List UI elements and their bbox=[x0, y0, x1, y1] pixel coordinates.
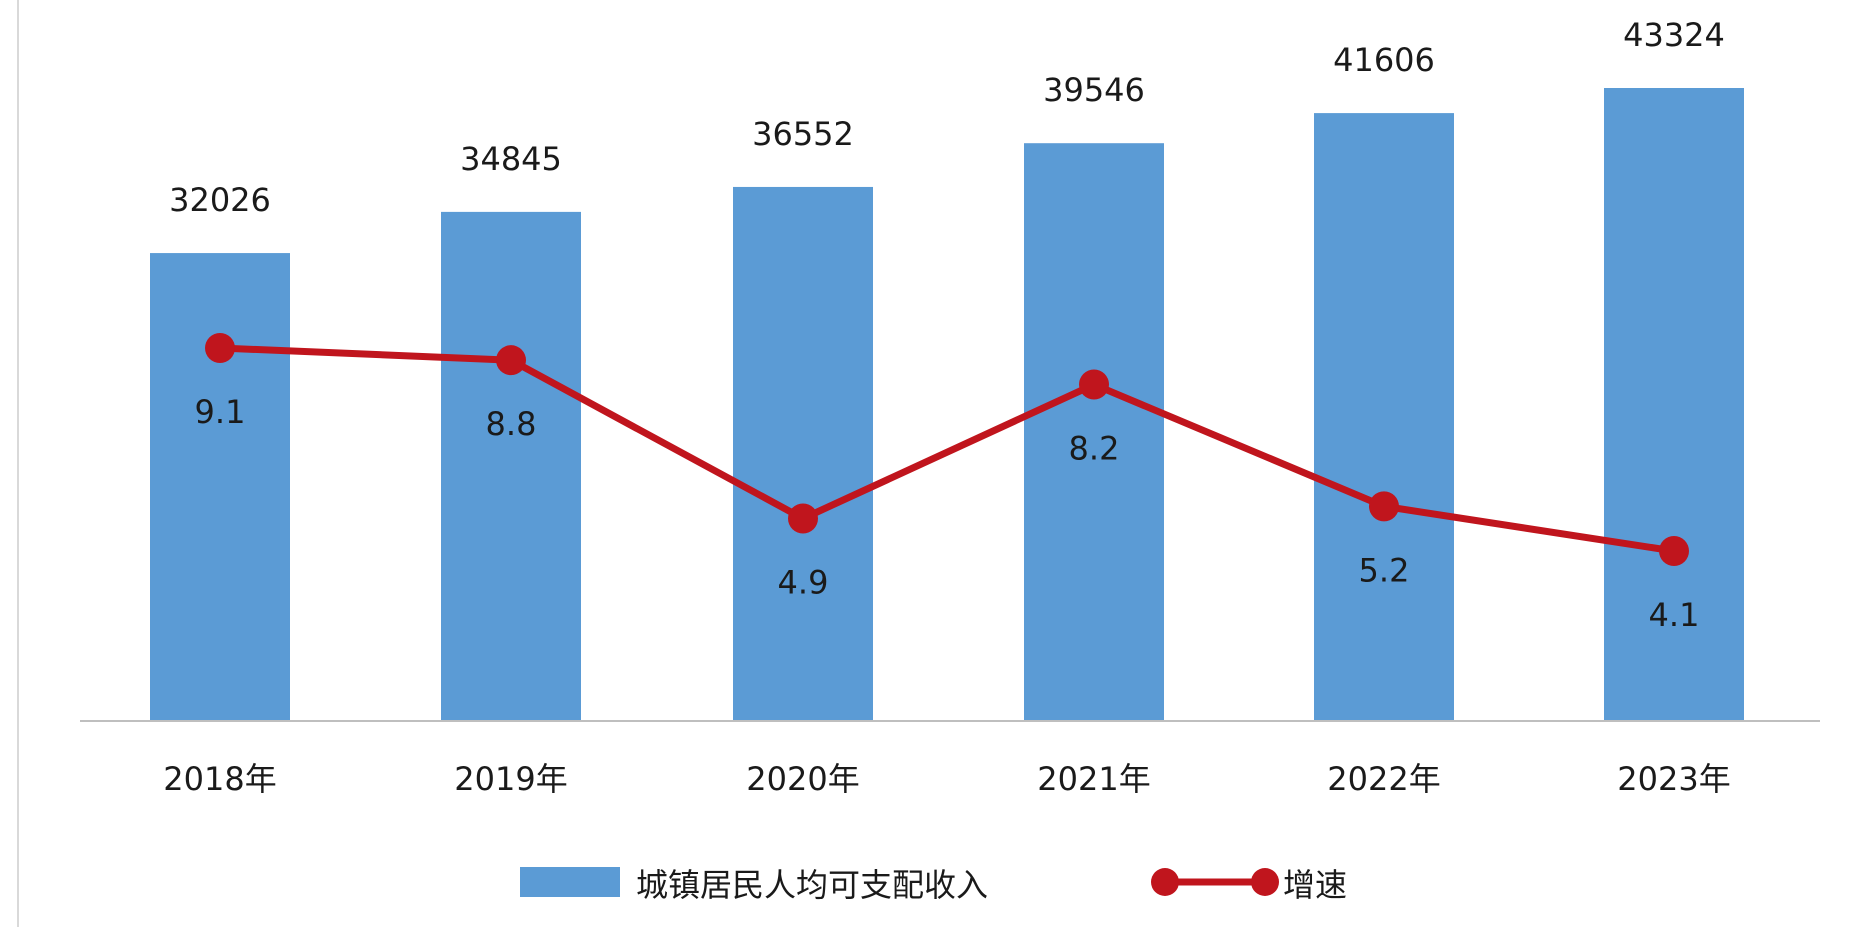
legend-marker-growth-left bbox=[1151, 868, 1179, 896]
income-bar-value-label: 39546 bbox=[1043, 71, 1145, 109]
legend-label-income: 城镇居民人均可支配收入 bbox=[636, 866, 988, 904]
x-axis-tick-label: 2022年 bbox=[1327, 760, 1440, 798]
growth-rate-point-2018年 bbox=[205, 333, 235, 363]
growth-rate-line bbox=[216, 344, 1678, 555]
income-bar-value-label: 32026 bbox=[169, 181, 271, 219]
x-axis-tick-label: 2018年 bbox=[163, 760, 276, 798]
income-bar-2023年 bbox=[1604, 88, 1744, 721]
income-bar-2019年 bbox=[441, 211, 581, 721]
growth-rate-point-2022年 bbox=[1369, 491, 1399, 522]
income-bar-2021年 bbox=[1024, 143, 1164, 721]
legend-label-growth: 增速 bbox=[1283, 866, 1347, 904]
income-bar-value-label: 43324 bbox=[1623, 16, 1725, 54]
x-axis-tick-label: 2019年 bbox=[454, 760, 567, 798]
income-bar-value-label: 34845 bbox=[460, 140, 562, 178]
growth-rate-point-2021年 bbox=[1079, 369, 1109, 400]
income-bar-value-label: 36552 bbox=[752, 115, 854, 153]
growth-rate-value-label: 8.2 bbox=[1069, 430, 1120, 468]
growth-rate-value-label: 8.8 bbox=[486, 405, 537, 443]
growth-rate-point-2019年 bbox=[496, 345, 526, 376]
income-bar-2018年 bbox=[150, 253, 290, 722]
x-axis-tick-label: 2023年 bbox=[1617, 760, 1730, 798]
growth-rate-value-label: 5.2 bbox=[1359, 551, 1410, 589]
growth-rate-value-label: 9.1 bbox=[195, 393, 246, 431]
income-bar-2022年 bbox=[1314, 113, 1454, 721]
growth-rate-point-2023年 bbox=[1659, 536, 1689, 566]
income-bar-value-label: 41606 bbox=[1333, 41, 1435, 79]
legend-marker-growth-right bbox=[1251, 868, 1279, 896]
legend-swatch-income bbox=[520, 867, 620, 897]
x-axis-tick-label: 2020年 bbox=[746, 760, 859, 798]
x-axis-tick-label: 2021年 bbox=[1037, 760, 1150, 798]
income-bar-2020年 bbox=[733, 186, 873, 722]
growth-rate-value-label: 4.9 bbox=[778, 564, 829, 602]
growth-rate-point-2020年 bbox=[788, 503, 818, 534]
growth-rate-value-label: 4.1 bbox=[1649, 596, 1700, 634]
